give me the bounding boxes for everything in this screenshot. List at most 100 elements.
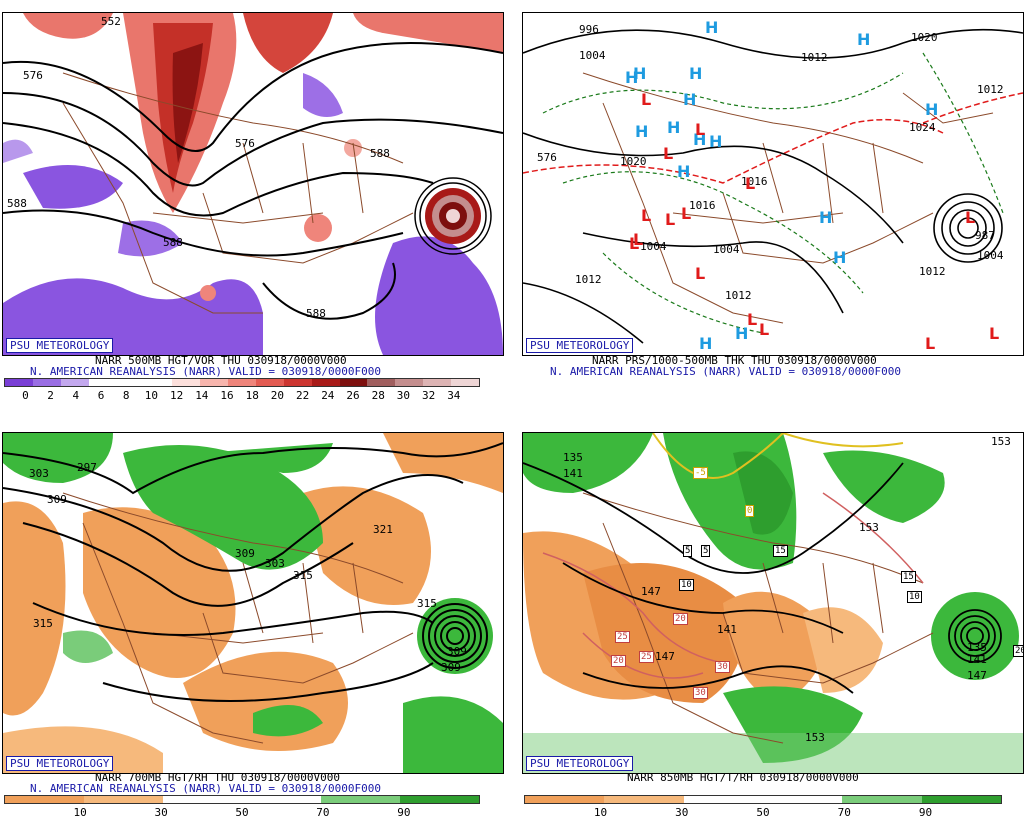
contour-label: 309: [441, 661, 461, 674]
high-pressure-marker: H: [699, 334, 712, 353]
contour-label: 576: [537, 151, 557, 164]
contour-label: 309: [235, 547, 255, 560]
high-pressure-marker: H: [689, 64, 702, 83]
contour-label: 1004: [640, 240, 667, 253]
contour-label: 153: [859, 521, 879, 534]
psu-meteorology-badge: PSU METEOROLOGY: [6, 756, 114, 771]
colorbar-segment: [116, 379, 145, 386]
colorbar-tick-label: 90: [397, 806, 411, 819]
contour-label: 1012: [725, 289, 752, 302]
contour-label: 576: [235, 137, 255, 150]
contour-label: 996: [579, 23, 599, 36]
colorbar-tick-label: 30: [154, 806, 168, 819]
colorbar-segment: [451, 379, 479, 386]
colorbar-tick-label: 50: [756, 806, 770, 819]
low-pressure-marker: L: [663, 144, 673, 163]
t850-colorbar: [524, 795, 1002, 804]
vort-title-line: NARR 500MB HGT/VOR THU 030918/0000V000: [95, 354, 347, 367]
colorbar-segment: [311, 379, 340, 386]
contour-label: 315: [293, 569, 313, 582]
contour-label: 309: [447, 645, 467, 658]
rh700-labels: 297 303 309 315 309 303 315 309 321 315 …: [29, 461, 467, 674]
contour-label: 588: [306, 307, 326, 320]
low-pressure-marker: L: [629, 234, 639, 253]
panel-850mb-temp-rh: 135 141 147 153 153 147 141 135 141 147 …: [522, 432, 1024, 774]
contour-label: 153: [805, 731, 825, 744]
colorbar-segment: [395, 379, 424, 386]
contour-label: 1016: [741, 175, 768, 188]
t850-labels: 135 141 147 153 153 147 141 135 141 147 …: [563, 435, 1011, 744]
contour-label: 1020: [911, 31, 938, 44]
colorbar-tick-label: 30: [675, 806, 689, 819]
high-pressure-marker: H: [709, 132, 722, 151]
low-pressure-marker: L: [747, 310, 757, 329]
contour-label: 987: [975, 229, 995, 242]
contour-label: 576: [23, 69, 43, 82]
colorbar-tick-label: 0: [22, 389, 29, 402]
colorbar-tick-label: 34: [447, 389, 461, 402]
temperature-box: 20: [673, 613, 688, 625]
contour-label: 1012: [977, 83, 1004, 96]
colorbar-tick-label: 30: [396, 389, 411, 402]
colorbar-tick-label: 20: [270, 389, 285, 402]
temperature-box: 15: [901, 571, 916, 583]
low-pressure-marker: L: [665, 210, 675, 229]
colorbar-segment: [339, 379, 368, 386]
vort-valid-line: N. AMERICAN REANALYSIS (NARR) VALID = 03…: [30, 365, 381, 378]
panel-500mb-vorticity: PSU METEOROLOGY 552 576 576 588 588 588 …: [2, 12, 504, 356]
vorticity-colorbar-ticks: 0 2 4 6 8 10 12 14 16 18 20 22 24 26 28 30 32 34: [4, 389, 480, 402]
colorbar-tick-label: 90: [918, 806, 933, 819]
mslp-labels: 996 1004 1012 1020 1020 1016 1016 1012 1…: [537, 18, 1004, 353]
contour-label: 1004: [579, 49, 606, 62]
colorbar-segment: [172, 379, 201, 386]
temperature-box: 25: [639, 651, 654, 663]
contour-label: 588: [7, 197, 27, 210]
colorbar-tick-label: 70: [837, 806, 851, 819]
colorbar-segment: [60, 379, 89, 386]
contour-label: 315: [33, 617, 53, 630]
high-pressure-marker: H: [683, 90, 696, 109]
temperature-box: 30: [715, 661, 730, 673]
t850-colorbar-ticks: 10 30 50 70 90: [524, 806, 1002, 819]
colorbar-tick-label: 12: [169, 389, 184, 402]
colorbar-tick-label: 26: [346, 389, 360, 402]
contour-label: 303: [29, 467, 49, 480]
temperature-box: 20: [611, 655, 626, 667]
temperature-box: 5: [701, 545, 711, 557]
low-pressure-marker: L: [745, 174, 755, 193]
t850-title-line: NARR 850MB HGT/T/RH 030918/0000V000: [627, 771, 859, 784]
temperature-box: 10: [907, 591, 922, 603]
low-pressure-marker: L: [925, 334, 935, 353]
high-pressure-marker: H: [625, 68, 638, 87]
high-pressure-marker: H: [925, 100, 938, 119]
rh700-colorbar: [4, 795, 480, 804]
colorbar-tick-label: 14: [195, 389, 209, 402]
colorbar-segment: [5, 379, 33, 386]
rh700-colorbar-ticks: 10 30 50 70 90: [4, 806, 480, 819]
low-pressure-marker: L: [641, 206, 651, 225]
colorbar-tick-label: 50: [235, 806, 249, 819]
high-pressure-marker: H: [693, 130, 706, 149]
colorbar-tick-label: 32: [421, 389, 436, 402]
temperature-box: 25: [615, 631, 630, 643]
contour-label: 588: [370, 147, 390, 160]
psu-meteorology-badge: PSU METEOROLOGY: [526, 338, 634, 353]
temperature-box: 0: [745, 505, 755, 517]
low-pressure-marker: L: [681, 204, 691, 223]
colorbar-tick-label: 18: [245, 389, 259, 402]
rh700-valid-line: N. AMERICAN REANALYSIS (NARR) VALID = 03…: [30, 782, 381, 795]
colorbar-segment: [423, 379, 451, 386]
low-pressure-marker: L: [641, 90, 651, 109]
colorbar-tick-label: 10: [593, 806, 608, 819]
temperature-box: -5: [693, 467, 708, 479]
rh700-map: [3, 433, 503, 773]
contour-label: 1012: [919, 265, 946, 278]
colorbar-tick-label: 28: [371, 389, 385, 402]
contour-label: 1012: [801, 51, 828, 64]
temperature-box: 30: [693, 687, 708, 699]
contour-label: 1004: [713, 243, 740, 256]
contour-label: 1016: [689, 199, 716, 212]
contour-label: 1012: [575, 273, 602, 286]
vorticity-map: [3, 13, 503, 355]
contour-label: 147: [967, 669, 987, 682]
